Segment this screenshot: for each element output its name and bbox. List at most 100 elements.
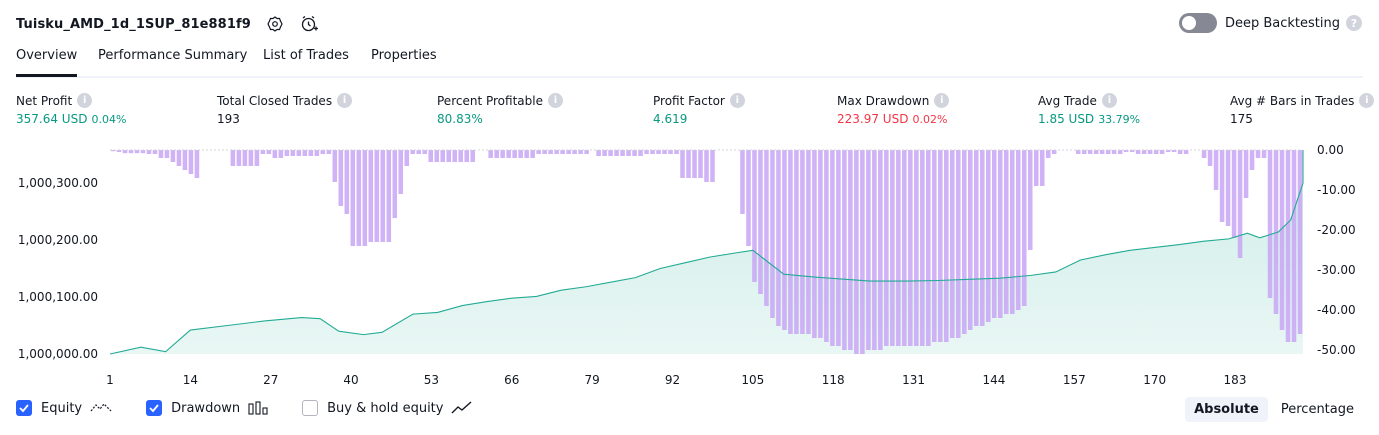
drawdown-bar bbox=[830, 150, 835, 346]
drawdown-bar bbox=[494, 150, 499, 158]
drawdown-bar bbox=[416, 150, 422, 154]
drawdown-bar bbox=[914, 150, 919, 346]
drawdown-bar bbox=[1117, 150, 1123, 154]
strategy-header: Tuisku_AMD_1d_1SUP_81e881f9 bbox=[16, 12, 319, 36]
x-axis-tick: 1 bbox=[106, 373, 114, 387]
drawdown-bar bbox=[302, 150, 308, 156]
drawdown-bar bbox=[1093, 150, 1099, 154]
drawdown-bar bbox=[404, 150, 410, 166]
drawdown-bar bbox=[698, 150, 703, 178]
drawdown-bar bbox=[506, 150, 511, 158]
deep-backtesting-toggle[interactable] bbox=[1178, 13, 1217, 33]
legend-buy-hold[interactable]: Buy & hold equity bbox=[302, 400, 473, 416]
tab-bar: Overview Performance Summary List of Tra… bbox=[16, 46, 1363, 78]
tab-list-of-trades[interactable]: List of Trades bbox=[263, 48, 349, 63]
x-axis-tick: 105 bbox=[741, 373, 764, 387]
drawdown-bar bbox=[560, 150, 565, 154]
info-icon[interactable]: i bbox=[934, 93, 950, 108]
drawdown-bar bbox=[278, 150, 284, 158]
drawdown-bar bbox=[422, 150, 428, 154]
drawdown-bar bbox=[950, 150, 955, 338]
metric-total-closed-trades: Total Closed Trades i 193 bbox=[217, 93, 353, 126]
percentage-button[interactable]: Percentage bbox=[1280, 402, 1354, 417]
legend-drawdown[interactable]: Drawdown bbox=[146, 400, 268, 416]
drawdown-bar bbox=[938, 150, 943, 342]
drawdown-bar bbox=[380, 150, 386, 242]
metric-percent: 33.79% bbox=[1098, 113, 1141, 126]
right-axis-tick: 0.00 bbox=[1317, 143, 1344, 157]
chart-legend: Equity Drawdown Buy & hold equity bbox=[16, 400, 507, 416]
checkbox-checked-icon[interactable] bbox=[16, 400, 32, 416]
add-alert-icon[interactable] bbox=[299, 14, 319, 34]
drawdown-bar bbox=[644, 150, 649, 154]
x-axis-tick: 27 bbox=[263, 373, 278, 387]
drawdown-bar bbox=[752, 150, 757, 282]
drawdown-bar bbox=[1087, 150, 1093, 154]
metric-value: 175 bbox=[1230, 112, 1253, 126]
legend-equity[interactable]: Equity bbox=[16, 400, 112, 416]
info-icon[interactable]: i bbox=[547, 93, 563, 108]
drawdown-bar bbox=[674, 150, 679, 154]
settings-icon[interactable] bbox=[265, 14, 285, 34]
drawdown-bar bbox=[776, 150, 781, 326]
drawdown-bar bbox=[152, 150, 158, 154]
drawdown-bar bbox=[1081, 150, 1087, 154]
line-chart-icon bbox=[451, 401, 473, 415]
drawdown-bar bbox=[668, 150, 673, 154]
info-icon[interactable]: i bbox=[1359, 93, 1375, 108]
drawdown-bar bbox=[374, 150, 380, 242]
info-icon[interactable]: i bbox=[337, 93, 353, 108]
checkbox-checked-icon[interactable] bbox=[146, 400, 163, 416]
metric-label: Profit Factor bbox=[653, 93, 725, 108]
drawdown-bar bbox=[608, 150, 613, 156]
drawdown-bar bbox=[758, 150, 763, 294]
drawdown-bar bbox=[296, 150, 302, 156]
drawdown-bar bbox=[1129, 150, 1135, 152]
metric-label: Avg Trade bbox=[1038, 93, 1097, 108]
drawdown-bar bbox=[902, 150, 907, 346]
tab-properties[interactable]: Properties bbox=[371, 48, 437, 63]
drawdown-bar bbox=[1183, 150, 1189, 154]
checkbox-unchecked-icon[interactable] bbox=[302, 400, 319, 416]
drawdown-bar bbox=[974, 150, 979, 326]
drawdown-bar bbox=[158, 150, 164, 158]
drawdown-bar bbox=[566, 150, 571, 154]
drawdown-bar bbox=[1171, 150, 1177, 152]
right-axis-tick: -20.00 bbox=[1317, 223, 1356, 237]
drawdown-bar bbox=[920, 150, 925, 346]
drawdown-bar bbox=[740, 150, 745, 214]
metric-percent-profitable: Percent Profitable i 80.83% bbox=[437, 93, 563, 126]
drawdown-bar bbox=[290, 150, 296, 156]
info-icon[interactable]: i bbox=[729, 93, 745, 108]
drawdown-bar bbox=[614, 150, 619, 156]
drawdown-bar bbox=[1153, 150, 1159, 154]
drawdown-bar bbox=[584, 150, 589, 154]
info-icon[interactable]: i bbox=[77, 93, 93, 108]
help-icon[interactable]: ? bbox=[1346, 15, 1362, 31]
drawdown-bar bbox=[818, 150, 823, 338]
drawdown-bar bbox=[1045, 150, 1051, 158]
metric-net-profit: Net Profit i 357.64 USD 0.04% bbox=[16, 93, 126, 126]
drawdown-bar bbox=[1261, 150, 1267, 158]
drawdown-bar bbox=[794, 150, 799, 334]
tab-performance-summary[interactable]: Performance Summary bbox=[98, 48, 248, 63]
tab-overview[interactable]: Overview bbox=[16, 48, 78, 77]
drawdown-bar bbox=[686, 150, 691, 178]
drawdown-bar bbox=[1033, 150, 1039, 186]
right-axis-tick: -50.00 bbox=[1317, 343, 1356, 357]
info-icon[interactable]: i bbox=[1101, 93, 1117, 108]
drawdown-bar bbox=[985, 150, 991, 322]
drawdown-bar bbox=[896, 150, 901, 346]
x-axis-tick: 131 bbox=[902, 373, 925, 387]
drawdown-bar bbox=[962, 150, 967, 334]
metric-profit-factor: Profit Factor i 4.619 bbox=[653, 93, 745, 126]
drawdown-bar bbox=[398, 150, 404, 194]
metric-value: 193 bbox=[217, 112, 240, 126]
absolute-button[interactable]: Absolute bbox=[1185, 397, 1268, 422]
drawdown-bar bbox=[656, 150, 661, 154]
drawdown-bar bbox=[1135, 150, 1141, 154]
drawdown-bar bbox=[991, 150, 997, 318]
drawdown-bar bbox=[979, 150, 985, 326]
drawdown-bar bbox=[434, 150, 440, 162]
drawdown-bar bbox=[770, 150, 775, 318]
